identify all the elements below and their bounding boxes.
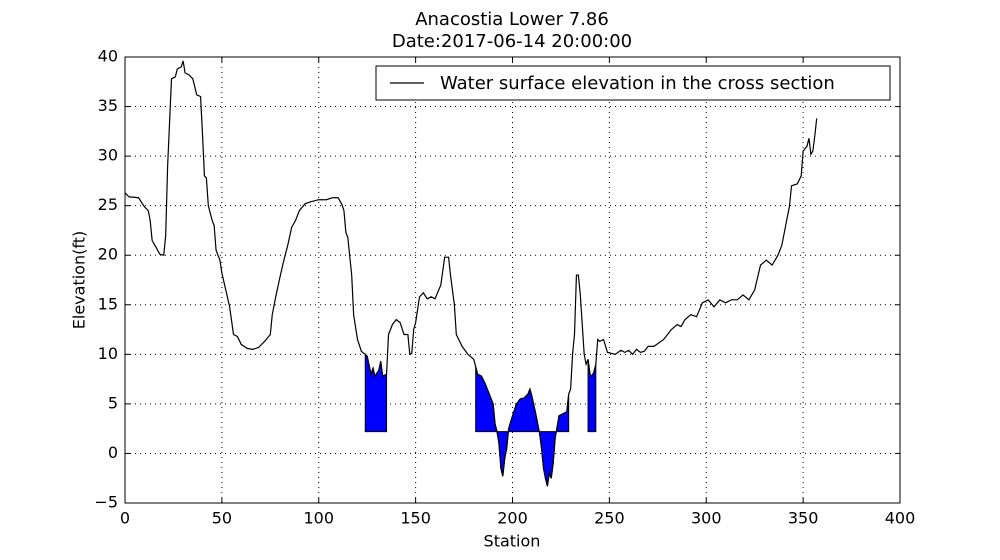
y-axis-label: Elevation(ft) (70, 231, 89, 329)
x-tick-label: 300 (691, 509, 722, 528)
x-tick-label: 150 (400, 509, 431, 528)
x-tick-label: 0 (120, 509, 130, 528)
legend-label: Water surface elevation in the cross sec… (440, 73, 835, 94)
y-tick-label: 5 (108, 393, 118, 412)
x-tick-label: 350 (788, 509, 819, 528)
x-tick-label: 100 (303, 509, 334, 528)
y-tick-label: 20 (98, 245, 118, 264)
x-tick-label: 400 (885, 509, 916, 528)
y-tick-label: 40 (98, 47, 118, 66)
y-tick-label: 0 (108, 443, 118, 462)
y-tick-label: 25 (98, 195, 118, 214)
chart-title: Anacostia Lower 7.86 (415, 9, 609, 30)
data-line (124, 60, 818, 487)
x-tick-label: 250 (594, 509, 625, 528)
x-tick-label: 50 (212, 509, 232, 528)
plot-frame (124, 56, 901, 504)
legend-box (375, 65, 891, 101)
x-tick-label: 200 (497, 509, 528, 528)
x-axis-label: Station (484, 532, 541, 551)
y-tick-label: 35 (98, 96, 118, 115)
y-tick-label: 30 (98, 146, 118, 165)
y-tick-label: −5 (94, 493, 118, 512)
chart-subtitle: Date:2017-06-14 20:00:00 (392, 31, 632, 52)
y-tick-label: 10 (98, 344, 118, 363)
y-tick-label: 15 (98, 294, 118, 313)
